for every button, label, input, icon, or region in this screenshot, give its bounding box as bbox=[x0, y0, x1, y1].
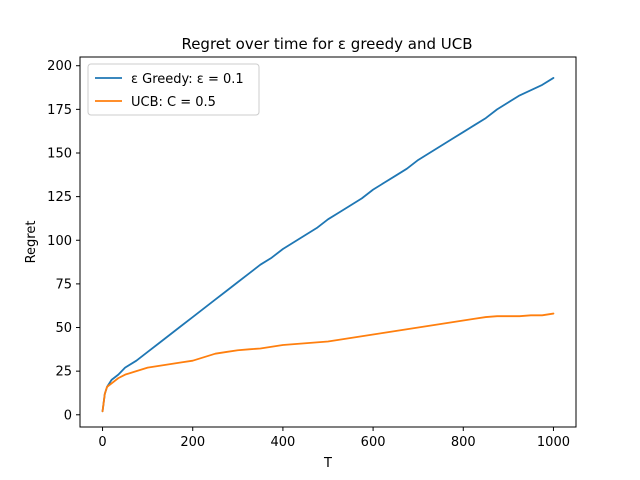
y-tick-label: 150 bbox=[47, 146, 72, 161]
y-tick-label: 125 bbox=[47, 190, 72, 205]
x-tick-label: 200 bbox=[180, 435, 205, 450]
x-tick-label: 400 bbox=[270, 435, 295, 450]
y-tick-label: 25 bbox=[55, 365, 72, 380]
series-line-1 bbox=[101, 77, 555, 413]
y-tick-label: 100 bbox=[47, 234, 72, 249]
y-axis-label: Regret bbox=[24, 221, 39, 264]
legend-label-1: ε Greedy: ε = 0.1 bbox=[131, 72, 244, 87]
x-tick-label: 800 bbox=[451, 435, 476, 450]
plot-area bbox=[101, 77, 555, 413]
legend-box bbox=[87, 63, 260, 116]
y-tick-label: 200 bbox=[47, 59, 72, 74]
plot-frame bbox=[79, 56, 577, 428]
chart-title: Regret over time for ε greedy and UCB bbox=[181, 35, 472, 53]
y-tick-label: 0 bbox=[64, 408, 72, 423]
x-tick-label: 1000 bbox=[537, 435, 570, 450]
x-axis-label: T bbox=[323, 456, 332, 471]
y-tick-label: 75 bbox=[55, 277, 72, 292]
series-line-2 bbox=[101, 312, 555, 413]
y-tick-label: 175 bbox=[47, 103, 72, 118]
x-tick-label: 600 bbox=[361, 435, 386, 450]
y-axis: 0 25 50 75 100 125 150 175 200 bbox=[47, 59, 80, 423]
x-tick-label: 0 bbox=[98, 435, 106, 450]
legend-label-2: UCB: C = 0.5 bbox=[131, 95, 216, 110]
legend: ε Greedy: ε = 0.1 UCB: C = 0.5 bbox=[87, 63, 260, 116]
y-tick-label: 50 bbox=[55, 321, 72, 336]
x-axis: 0 200 400 600 800 1000 bbox=[98, 427, 570, 450]
